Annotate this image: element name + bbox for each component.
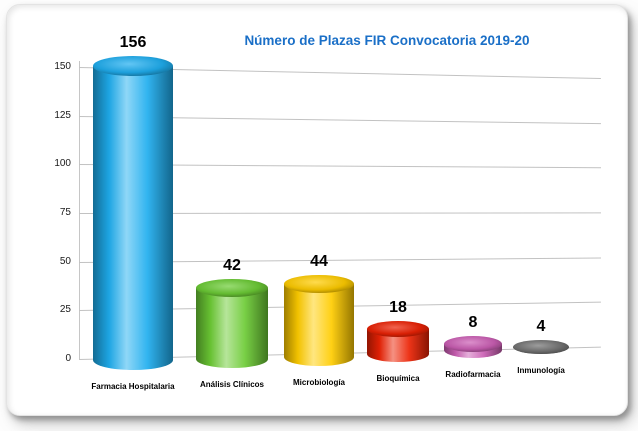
bar-category-label: Análisis Clínicos (199, 380, 265, 389)
bar-top-cap (93, 56, 173, 77)
bar-top-cap (513, 339, 569, 354)
bar-top-cap (367, 321, 429, 338)
y-axis-line (79, 61, 80, 359)
bar-category-label: Radiofarmacia (445, 370, 501, 379)
chart-card: Número de Plazas FIR Convocatoria 2019-2… (6, 4, 628, 416)
y-tick-label: 100 (54, 158, 71, 170)
chart-title: Número de Plazas FIR Convocatoria 2019-2… (244, 33, 530, 48)
bar-value-label: 44 (310, 252, 328, 270)
y-tick-label: 150 (54, 61, 71, 72)
bar-top-cap (444, 335, 502, 352)
bar-top-cap (196, 278, 268, 297)
bar-body (196, 287, 268, 368)
bar-value-label: 8 (468, 313, 478, 331)
bar-value-label: 18 (389, 299, 407, 317)
bar-category-label: Inmunología (517, 366, 565, 375)
bar-category-label: Bioquímica (376, 374, 420, 383)
y-tick-label: 50 (59, 255, 71, 267)
bar-value-label: 156 (119, 34, 147, 52)
y-tick-label: 75 (59, 207, 71, 218)
bar-value-label: 4 (536, 317, 546, 335)
bar-body (284, 283, 354, 366)
y-tick-label: 25 (59, 304, 71, 316)
bar-category-label: Farmacia Hospitalaria (91, 382, 175, 391)
y-tick-label: 0 (65, 353, 71, 364)
y-tick-label: 125 (54, 109, 71, 121)
bar-body (93, 66, 173, 370)
bar-category-label: Microbiología (293, 378, 345, 387)
bar-top-cap (284, 274, 354, 293)
bar-value-label: 42 (223, 256, 241, 274)
chart-area: 0 25 50 75 100 125 150 156 Farmacia Hospitalaria… (7, 5, 627, 415)
